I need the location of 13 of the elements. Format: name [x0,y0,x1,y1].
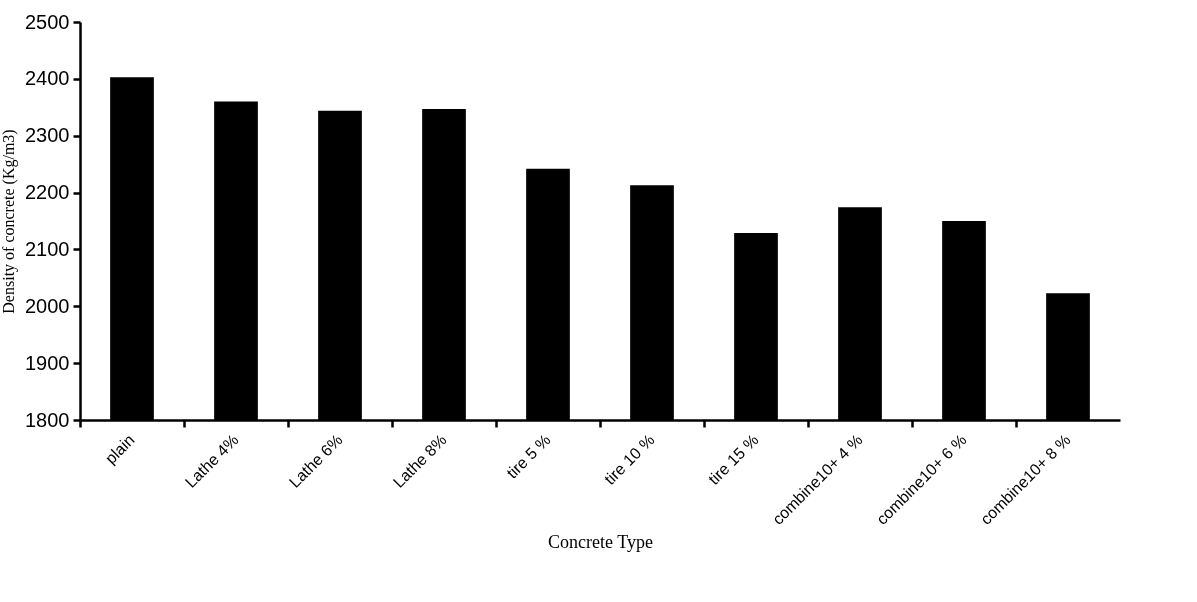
x-tick-label: tire 15 % [704,431,762,488]
y-tick-label: 2000 [25,294,70,317]
y-axis-title: Density of concrete (Kg/m3) [0,129,19,314]
y-tick-label: 2300 [25,124,70,147]
y-tick-label: 1800 [25,408,70,431]
x-axis-title: Concrete Type [548,531,653,552]
y-tick-label: 2100 [25,237,70,260]
x-tick-label: tire 10 % [600,431,658,488]
y-tick-label: 2500 [25,10,70,33]
x-tick-label: tire 5 % [503,431,554,482]
y-tick-label: 1900 [25,351,70,374]
y-tick-label: 2400 [25,67,70,90]
y-tick-label: 2200 [25,181,70,204]
